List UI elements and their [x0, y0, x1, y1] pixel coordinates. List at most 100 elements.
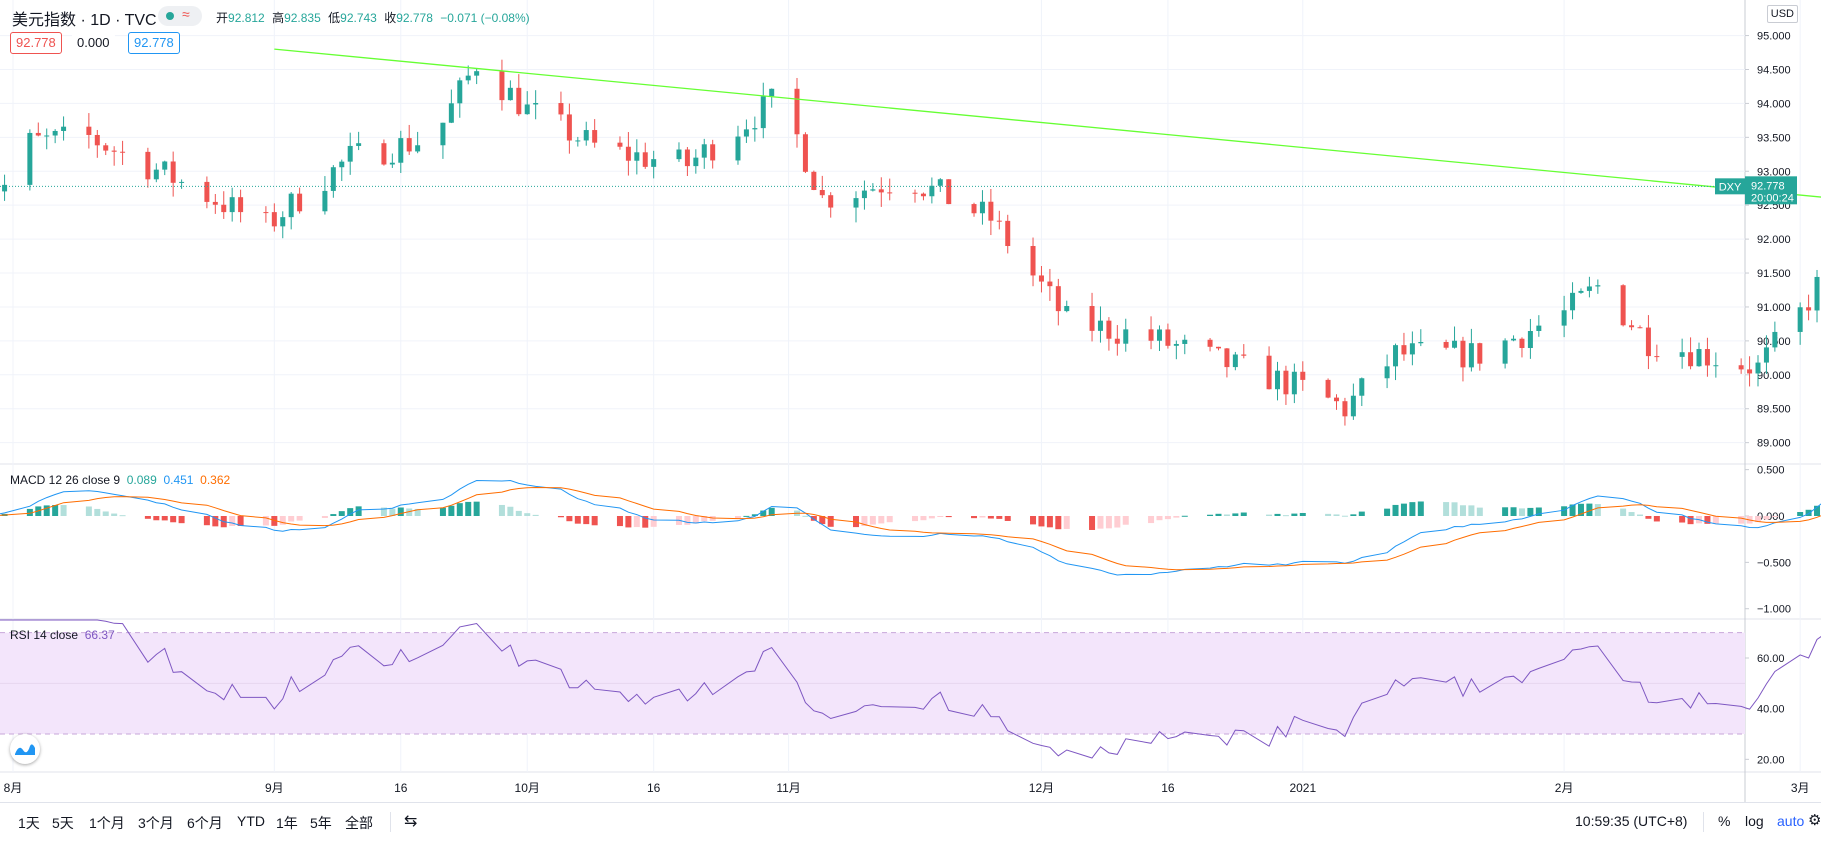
price-tick-label: 89.500 [1757, 404, 1791, 416]
approx-icon: ≈ [182, 6, 190, 22]
macd-hist-bar [591, 516, 598, 526]
timeframe-5d[interactable]: 5天 [52, 815, 74, 831]
macd-hist-bar [1114, 516, 1121, 528]
market-open-dot-icon [166, 12, 174, 20]
candle-body [533, 103, 539, 105]
timeframe-all[interactable]: 全部 [345, 815, 373, 831]
timeframe-1y[interactable]: 1年 [276, 815, 298, 831]
candle-body [474, 71, 480, 76]
macd-hist-bar [701, 516, 708, 522]
macd-hist-bar [1535, 507, 1542, 516]
goto-date-icon[interactable]: ⇆ [404, 813, 418, 830]
low-label: 低 [328, 11, 341, 25]
rsi-value: 66.37 [84, 628, 115, 642]
candle-body [1696, 349, 1702, 367]
price-tick-label: 93.000 [1757, 166, 1791, 178]
chart-svg[interactable]: 95.00094.50094.00093.50093.00092.50092.0… [0, 0, 1821, 802]
candle-body [1629, 325, 1635, 328]
buy-price-chip[interactable]: 92.778 [128, 32, 180, 54]
macd-hist-bar [1223, 514, 1230, 516]
macd-hist-bar [465, 501, 472, 516]
price-tag-countdown: 20:00:24 [1751, 192, 1794, 204]
candle-body [524, 104, 530, 115]
candle-body [204, 181, 210, 202]
timeframe-ytd[interactable]: YTD [237, 813, 265, 829]
candle-body [238, 197, 244, 213]
currency-button[interactable]: USD [1766, 5, 1798, 23]
macd-hist-bar [979, 516, 986, 518]
macd-hist-bar [802, 515, 809, 517]
macd-hist-bar [996, 516, 1003, 519]
candle-body [288, 193, 294, 218]
candle-body [406, 138, 412, 152]
change-value: −0.071 (−0.08%) [440, 11, 530, 25]
candle-body [929, 185, 935, 197]
candle-body [1797, 307, 1803, 332]
candle-body [752, 128, 758, 130]
rsi-tick-label: 60.00 [1757, 653, 1785, 665]
timeframe-6m[interactable]: 6个月 [187, 815, 223, 831]
macd-hist-bar [1527, 507, 1534, 516]
macd-hist-bar [1687, 516, 1694, 525]
macd-legend[interactable]: MACD 12 26 close 9 0.089 0.451 0.362 [10, 473, 230, 487]
macd-hist-bar [1299, 512, 1306, 516]
price-tick-label: 94.500 [1757, 64, 1791, 76]
macd-hist-bar [1704, 516, 1711, 524]
macd-hist-bar [768, 507, 775, 516]
candle-body [558, 103, 564, 115]
log-scale-toggle[interactable]: log [1745, 813, 1764, 829]
macd-hist-bar [869, 516, 876, 525]
tradingview-logo-icon[interactable] [10, 734, 40, 764]
candle-body [1460, 340, 1466, 368]
candle-body [1148, 329, 1154, 341]
macd-hist-bar [439, 507, 446, 516]
candle-body [1443, 341, 1449, 348]
symbol-title[interactable]: 美元指数 · 1D · TVC [12, 12, 157, 29]
candle-body [912, 192, 918, 194]
macd-hist-bar [1502, 507, 1509, 516]
macd-hist-bar [271, 516, 278, 526]
candle-body [1064, 306, 1070, 312]
market-status-indicator[interactable]: ≈ [158, 6, 202, 26]
candle-body [1763, 347, 1769, 363]
sell-price-chip[interactable]: 92.778 [10, 32, 62, 54]
macd-hist-bar [1763, 516, 1770, 520]
auto-scale-toggle[interactable]: auto [1777, 813, 1805, 829]
macd-hist-bar [1409, 502, 1416, 516]
rsi-legend[interactable]: RSI 14 close 66.37 [10, 628, 115, 642]
candle-body [743, 129, 749, 137]
candle-body [1570, 292, 1576, 311]
macd-hist-bar [987, 516, 994, 519]
macd-hist-bar [743, 515, 750, 517]
macd-hist-bar [1518, 508, 1525, 516]
macd-hist-bar [861, 516, 868, 526]
candle-body [52, 130, 58, 136]
price-tick-label: 94.000 [1757, 98, 1791, 110]
price-tag-value: 92.778 [1751, 180, 1785, 192]
macd-hist-bar [1333, 514, 1340, 516]
percent-scale-toggle[interactable]: % [1718, 813, 1731, 829]
candle-body [1772, 331, 1778, 348]
settings-gear-icon[interactable]: ⚙ [1808, 812, 1821, 829]
candle-body [1350, 395, 1356, 417]
candle-body [398, 138, 404, 163]
rsi-tick-label: 40.00 [1757, 704, 1785, 716]
candle-body [887, 192, 893, 194]
candle-body [2, 184, 8, 192]
candle-body [592, 130, 598, 143]
candle-body [145, 151, 151, 180]
candle-body [457, 80, 463, 104]
macd-hist-bar [583, 516, 590, 525]
macd-hist-bar [878, 516, 885, 524]
candle-body [625, 146, 631, 161]
time-tick-label: 11月 [776, 781, 800, 795]
rsi-line [0, 619, 1821, 759]
macd-hist-bar [1476, 507, 1483, 516]
price-tick-label: 91.000 [1757, 302, 1791, 314]
timeframe-5y[interactable]: 5年 [310, 815, 332, 831]
timeframe-1d[interactable]: 1天 [18, 815, 40, 831]
timeframe-3m[interactable]: 3个月 [138, 815, 174, 831]
timeframe-1m[interactable]: 1个月 [89, 815, 125, 831]
time-tick-label: 3月 [1791, 781, 1810, 795]
